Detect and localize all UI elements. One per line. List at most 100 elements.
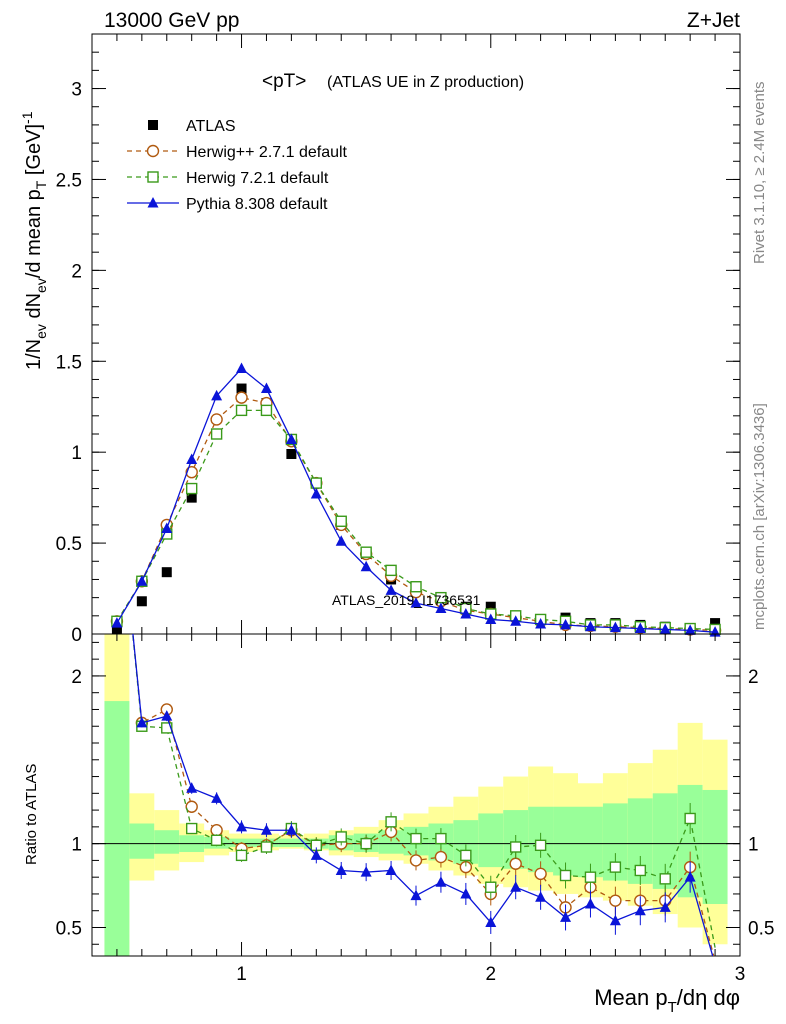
ratio-point [534,839,547,852]
data-point [535,618,547,629]
data-point [634,622,646,634]
ratio-point [509,841,522,853]
data-point [410,597,422,608]
ratio-point [684,812,696,825]
main-series [110,362,722,637]
band-green [478,813,504,868]
x-axis-title: Mean pT/dη dφ [594,985,740,1016]
svg-text:1/Nev dNev/d mean pT [GeV]-1: 1/Nev dNev/d mean pT [GeV]-1 [19,111,49,370]
ratio-point [186,782,198,793]
ratio-y-tick-label: 0.5 [56,918,82,939]
ratio-point [409,854,423,867]
data-point [260,382,272,394]
ratio-point [485,916,497,927]
data-point [335,535,347,546]
ratio-point [210,834,223,846]
data-point [385,584,397,595]
y-tick-label: 1.5 [56,352,82,373]
ratio-point [584,898,596,909]
plot-title: <pT> [262,71,306,92]
data-point [460,608,472,619]
watermark: ATLAS_2019_I1736531 [332,592,481,608]
data-point [235,404,248,417]
data-point [185,482,198,495]
ratio-y-tick-label: 1 [748,835,759,856]
data-point [186,453,198,464]
ratio-y-tick-label: 0.5 [748,918,774,939]
ratio-point [136,716,148,728]
data-point [235,391,248,404]
data-point [161,567,172,578]
header-right: Z+Jet [687,9,740,32]
data-point [684,624,696,635]
ratio-point [260,841,273,853]
ratio-y-tick-label: 2 [748,667,759,688]
data-point [485,613,497,624]
ratio-point [161,722,173,734]
legend-marker [147,197,159,208]
ratio-point [634,904,646,916]
ratio-point [609,894,622,907]
x-tick-label: 2 [485,964,496,985]
legend-marker [147,171,159,183]
data-point [485,601,496,612]
ratio-point [560,911,572,922]
ratio-point [310,849,322,860]
band-green [278,838,304,847]
data-point [136,596,147,607]
ratio-point [609,914,621,926]
band-green [378,830,404,854]
ratio-y-tick-label: 2 [71,667,82,688]
data-point [211,389,223,401]
ratio-point [509,857,522,870]
legend-marker [148,120,158,130]
data-point [659,623,671,634]
legend: ATLAS Herwig++ 2.7.1 default Herwig 7.2.1 … [127,118,348,213]
ratio-y-title: Ratio to ATLAS [23,764,40,865]
ratio-point [435,876,447,887]
data-point [136,575,148,586]
ratio-ticks: 0.5 0.5 1 1 2 2 1 2 3 [56,634,774,985]
ratio-y-tick-label: 1 [71,835,82,856]
ratio-point [260,824,272,835]
data-point [260,404,273,417]
ratio-point [684,871,696,882]
y-tick-label: 0.5 [56,534,82,555]
y-tick-label: 2.5 [56,170,82,191]
data-point [285,433,297,444]
ratio-point [335,864,347,875]
ratio-point [385,816,397,828]
ratio-point [335,831,347,843]
data-point [335,515,347,527]
band-green [129,823,155,859]
ratio-point [659,873,671,885]
band-green [104,701,130,956]
ratio-series [132,634,716,956]
ratio-point [510,881,522,892]
data-point [111,625,122,636]
data-point [435,602,447,614]
legend-label: Herwig++ 2.7.1 default [186,144,348,161]
data-point [236,362,248,374]
ratio-point [185,822,198,835]
data-point [560,618,572,630]
legend-label: Pythia 8.308 default [186,196,328,213]
data-point [360,560,372,572]
ratio-point [285,824,297,835]
ratio-point [634,864,647,877]
ratio-point [410,832,422,845]
ratio-point [534,867,547,881]
data-point [410,581,422,593]
ratio-point [385,864,397,875]
data-point [185,465,198,479]
ratio-point [460,887,472,899]
data-point [210,413,223,426]
y-tick-label: 3 [71,80,82,101]
ratio-series-2 [132,634,714,956]
band-green [702,789,728,905]
series-3 [111,362,721,637]
rivet-label: Rivet 3.1.10, ≥ 2.4M events [751,82,768,265]
ratio-point [235,849,248,862]
data-point [584,620,596,632]
y-tick-label: 2 [71,261,82,282]
